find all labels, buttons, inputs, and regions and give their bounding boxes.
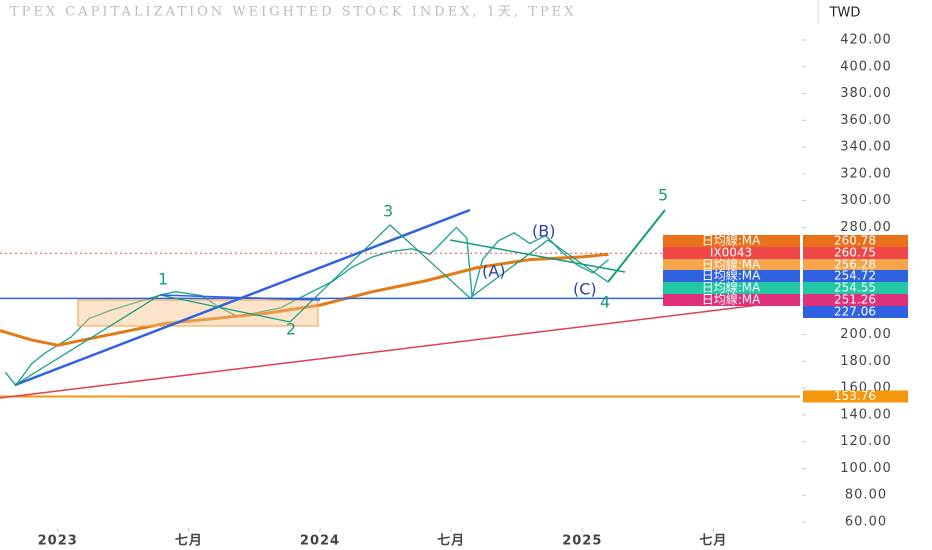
wave-label: (A) [482,262,505,281]
label-tag [663,235,800,247]
y-tick-label: 400.00 [840,59,892,74]
chart-title: TPEX CAPITALIZATION WEIGHTED STOCK INDEX… [10,5,576,20]
y-tick-label: 120.00 [840,434,892,449]
y-tick-label: 140.00 [840,407,892,422]
price-label: 254.55 [834,281,876,295]
x-tick-label: 七月 [699,534,727,549]
range-box [77,299,319,327]
y-tick-label: 300.00 [840,193,892,208]
price-label: 227.06 [834,305,876,319]
label-tag [663,282,800,294]
label-tag [663,294,800,306]
label-tag [803,235,908,247]
trend-line [0,299,801,399]
wave-label: 2 [286,320,296,339]
wave-label: (B) [532,222,555,241]
x-tick-label: 2025 [562,534,602,549]
y-tick-label: 380.00 [840,86,892,101]
series-line [4,226,609,387]
x-tick-label: 2024 [300,534,340,549]
wave-label: 1 [158,270,168,289]
label-tag [663,247,800,259]
x-tick-label: 七月 [437,534,465,549]
wave-labels: 1 2 3 4 5 (A) (B) (C) [158,186,668,339]
label-tag [803,259,908,271]
y-tick-label: 360.00 [840,113,892,128]
label-tag [803,294,908,306]
series-line [0,252,609,347]
label-name: 日均線:MA [702,280,761,295]
label-tag [803,247,908,259]
y-tick-label: 80.00 [845,488,887,503]
price-label: 153.76 [834,389,876,403]
y-tick-label: 420.00 [840,33,892,48]
y-tick-label: 280.00 [840,220,892,235]
trend-line [159,294,321,301]
label-tag [803,390,908,403]
label-tag [803,270,908,282]
label-name: 日均線:MA [702,268,761,283]
price-label: 254.72 [834,269,876,283]
y-tick-label: 60.00 [845,515,887,530]
label-name: 日均線:MA [702,257,761,272]
label-name: 日均線:MA [702,233,761,248]
label-tag [803,306,908,318]
label-name: IX0043 [710,246,752,260]
x-tick-label: 七月 [175,534,203,549]
price-label: 260.78 [834,234,876,248]
channel-line [449,239,626,273]
x-tick-label: 2023 [38,534,78,549]
wave-label: 4 [600,293,610,312]
label-name: 日均線:MA [702,292,761,307]
label-tag [663,259,800,271]
wave-label: 3 [383,202,393,221]
currency: TWD [829,6,861,21]
price-label: 260.75 [834,246,876,260]
price-label: 256.28 [834,258,876,272]
wave-label: (C) [573,280,597,299]
price-labels: 日均線:MA 260.78 IX0043 260.75 日均線:MA 256.28 日均線:… [663,233,908,403]
label-tag [663,270,800,282]
label-tag [803,282,908,294]
y-tick-label: 320.00 [840,166,892,181]
y-tick-label: 340.00 [840,140,892,155]
y-tick-label: 100.00 [840,461,892,476]
price-label: 251.26 [834,293,876,307]
wave-label: 5 [658,186,668,205]
y-tick-label: 180.00 [840,354,892,369]
y-tick-label: 200.00 [840,327,892,342]
